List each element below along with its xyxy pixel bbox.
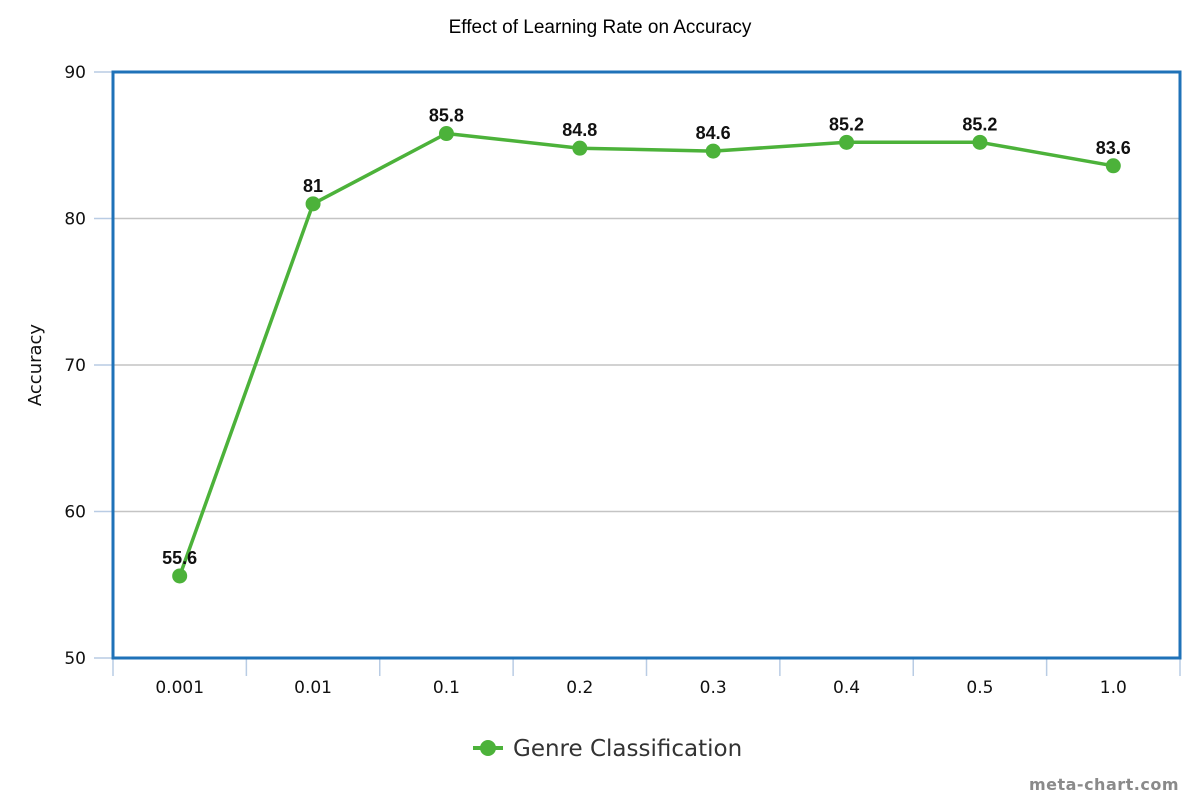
x-tick-label: 0.3	[700, 678, 727, 698]
data-point[interactable]	[972, 134, 988, 150]
data-label: 85.8	[429, 106, 464, 126]
data-label: 84.8	[562, 120, 597, 140]
legend-label-genre-classification: Genre Classification	[513, 736, 742, 762]
series-line	[178, 131, 1114, 577]
data-point[interactable]	[172, 568, 188, 584]
x-tick-label: 0.2	[566, 678, 593, 698]
data-label: 55.6	[162, 548, 197, 568]
x-tick-label: 0.5	[966, 678, 993, 698]
y-axis-ticks: 50 60 70 80 90	[64, 63, 113, 669]
data-label: 84.6	[696, 123, 731, 143]
data-label: 85.2	[829, 114, 864, 134]
data-point[interactable]	[305, 196, 321, 212]
chart-title: Effect of Learning Rate on Accuracy	[449, 17, 752, 38]
data-label: 81	[303, 176, 323, 196]
x-tick-label: 0.01	[294, 678, 332, 698]
y-tick-label: 70	[64, 356, 86, 376]
legend[interactable]: Genre Classification	[473, 736, 742, 762]
y-tick-label: 90	[64, 63, 86, 83]
y-axis-label: Accuracy	[25, 324, 46, 407]
data-label: 83.6	[1096, 138, 1131, 158]
y-tick-label: 60	[64, 503, 86, 523]
x-tick-label: 0.4	[833, 678, 860, 698]
x-tick-label: 1.0	[1100, 678, 1127, 698]
data-point[interactable]	[839, 134, 855, 150]
x-tick-label: 0.1	[433, 678, 460, 698]
plot-area-border	[111, 70, 1182, 660]
data-label: 85.2	[962, 114, 997, 134]
y-tick-label: 80	[64, 210, 86, 230]
data-point[interactable]	[438, 126, 454, 142]
data-point[interactable]	[705, 143, 721, 159]
data-labels: 55.6 81 85.8 84.8 84.6 85.2 85.2 83.6	[162, 106, 1131, 568]
data-point[interactable]	[1105, 158, 1121, 174]
grid-lines	[113, 217, 1180, 513]
x-tick-label: 0.001	[155, 678, 204, 698]
watermark: meta-chart.com	[1029, 775, 1179, 794]
y-tick-label: 50	[64, 649, 86, 669]
legend-point-marker	[480, 740, 496, 756]
series-genre-classification	[172, 126, 1121, 584]
data-point[interactable]	[572, 140, 588, 156]
x-axis-ticks: 0.001 0.01 0.1 0.2 0.3 0.4 0.5 1.0	[112, 658, 1181, 698]
